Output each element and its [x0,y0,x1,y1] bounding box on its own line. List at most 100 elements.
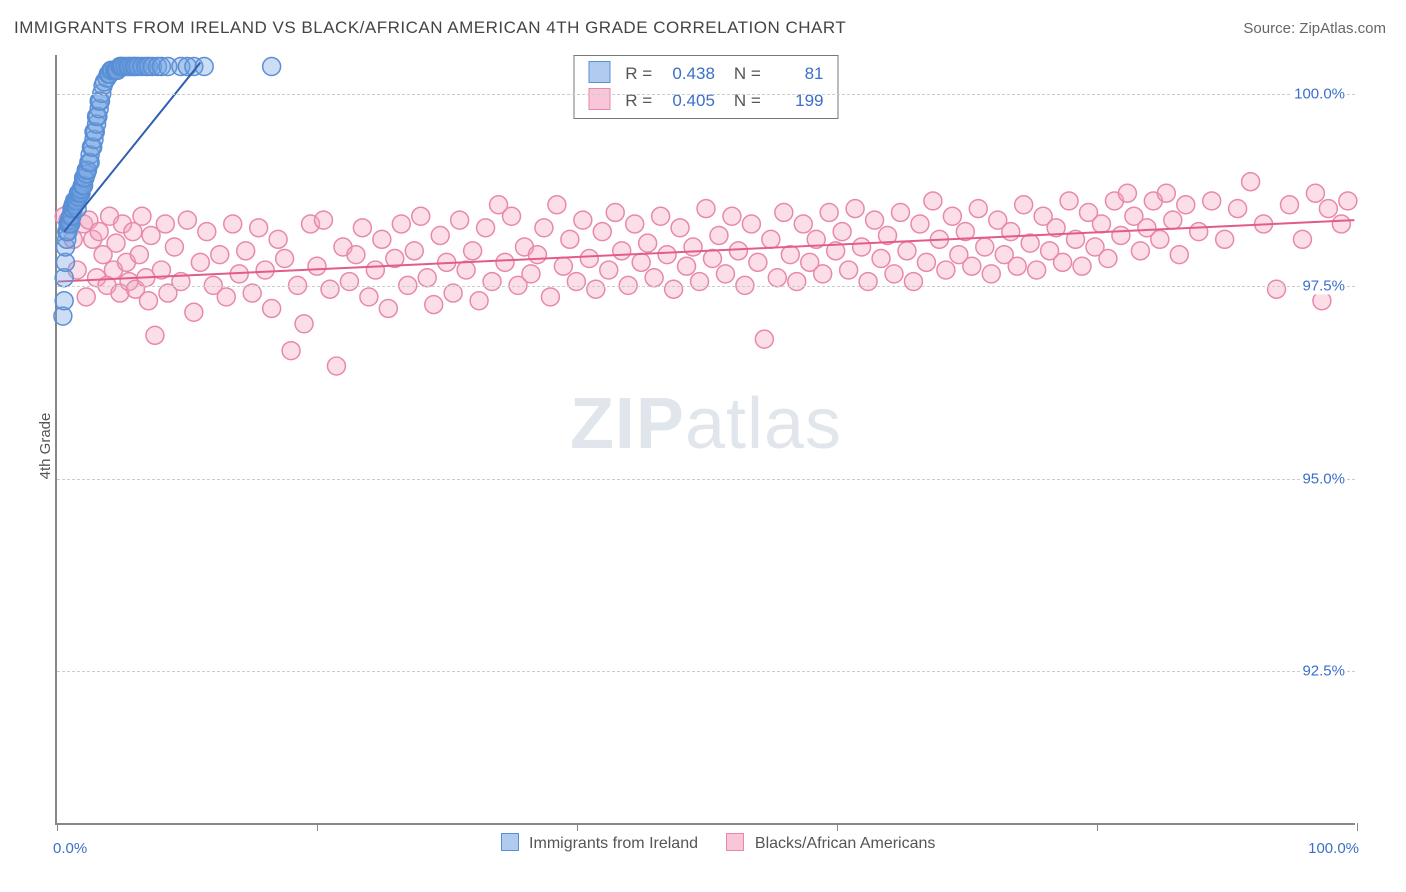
scatter-point-black [606,203,624,221]
scatter-point-black [1268,280,1286,298]
scatter-point-black [937,261,955,279]
scatter-point-black [613,242,631,260]
scatter-point-black [528,246,546,264]
scatter-point-black [742,215,760,233]
scatter-point-black [580,250,598,268]
scatter-point-black [107,234,125,252]
scatter-point-black [146,326,164,344]
scatter-point-black [1339,192,1357,210]
scatter-point-black [600,261,618,279]
scatter-point-black [820,203,838,221]
source-attribution: Source: ZipAtlas.com [1243,20,1386,37]
gridline-h [57,479,1355,480]
gridline-h [57,671,1355,672]
scatter-point-black [1054,253,1072,271]
scatter-point-black [885,265,903,283]
scatter-point-black [503,207,521,225]
plot-area: ZIPatlas R = 0.438 N = 81 R = 0.405 N [55,55,1355,825]
scatter-point-black [639,234,657,252]
scatter-svg [57,55,1355,823]
scatter-point-black [1281,196,1299,214]
scatter-point-black [904,273,922,291]
scatter-point-black [716,265,734,283]
x-tick [1097,823,1098,831]
scatter-point-black [1028,261,1046,279]
swatch-black [588,88,610,110]
bottom-legend: Immigrants from Ireland Blacks/African A… [57,833,1355,853]
scatter-point-black [749,253,767,271]
n-value-ireland: 81 [766,60,824,87]
scatter-point-black [130,246,148,264]
chart-title: IMMIGRANTS FROM IRELAND VS BLACK/AFRICAN… [14,18,846,38]
scatter-point-black [412,207,430,225]
scatter-point-black [1177,196,1195,214]
scatter-point-black [237,242,255,260]
scatter-point-black [1216,230,1234,248]
r-value-ireland: 0.438 [657,60,715,87]
gridline-h [57,286,1355,287]
legend-swatch-ireland [501,833,519,851]
scatter-point-black [282,342,300,360]
scatter-point-black [457,261,475,279]
scatter-point-black [982,265,1000,283]
scatter-point-black [781,246,799,264]
scatter-point-black [1060,192,1078,210]
scatter-point-black [548,196,566,214]
scatter-point-black [1073,257,1091,275]
scatter-point-black [263,299,281,317]
scatter-point-black [853,238,871,256]
n-label: N [734,64,746,83]
scatter-point-black [522,265,540,283]
scatter-point-black [587,280,605,298]
scatter-point-black [178,211,196,229]
scatter-point-black [632,253,650,271]
scatter-point-black [250,219,268,237]
scatter-point-black [645,269,663,287]
scatter-point-black [704,250,722,268]
scatter-point-black [425,296,443,314]
scatter-point-black [405,242,423,260]
gridline-h [57,94,1355,95]
scatter-point-black [1170,246,1188,264]
scatter-point-black [794,215,812,233]
scatter-point-black [755,330,773,348]
x-tick [1357,823,1358,831]
scatter-point-black [327,357,345,375]
scatter-point-black [185,303,203,321]
scatter-point-black [788,273,806,291]
scatter-point-black [872,250,890,268]
scatter-point-black [217,288,235,306]
scatter-point-black [924,192,942,210]
scatter-point-black [671,219,689,237]
scatter-point-black [211,246,229,264]
scatter-point-black [1164,211,1182,229]
scatter-point-black [379,299,397,317]
scatter-point-black [139,292,157,310]
r-label: R [625,64,637,83]
scatter-point-black [340,273,358,291]
scatter-point-black [768,269,786,287]
scatter-point-black [866,211,884,229]
y-tick-label: 100.0% [1292,85,1347,102]
scatter-point-black [567,273,585,291]
scatter-point-black [477,219,495,237]
swatch-ireland [588,61,610,83]
scatter-point-black [470,292,488,310]
scatter-point-black [321,280,339,298]
scatter-point-black [90,223,108,241]
y-tick-label: 95.0% [1300,470,1347,487]
scatter-point-black [315,211,333,229]
legend-label-ireland: Immigrants from Ireland [529,835,698,852]
scatter-point-black [1002,223,1020,241]
legend-label-black: Blacks/African Americans [755,835,936,852]
scatter-point-black [775,203,793,221]
scatter-point-black [1092,215,1110,233]
scatter-point-black [652,207,670,225]
scatter-point-black [1332,215,1350,233]
scatter-point-black [1151,230,1169,248]
r-value-black: 0.405 [657,87,715,114]
scatter-point-black [1229,200,1247,218]
scatter-point-black [308,257,326,275]
scatter-point-black [697,200,715,218]
chart-container: IMMIGRANTS FROM IRELAND VS BLACK/AFRICAN… [0,0,1406,892]
